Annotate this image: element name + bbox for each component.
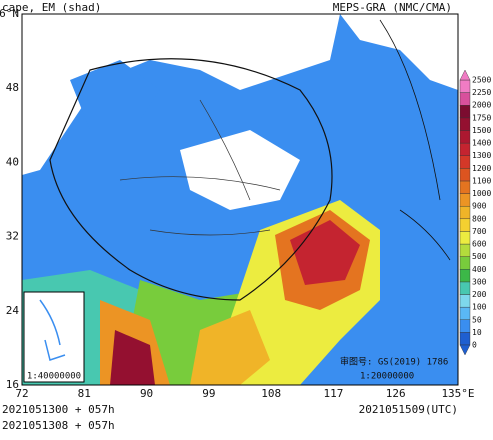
colorbar-box [459, 256, 471, 270]
lon-label: 99 [202, 387, 215, 400]
stamp-scale: 1:20000000 [360, 372, 414, 382]
colorbar-label: 300 [472, 277, 487, 286]
header-right: MEPS-GRA (NMC/CMA) [333, 1, 452, 14]
colorbar-label: 100 [472, 303, 487, 312]
colorbar-label: 2500 [472, 76, 491, 85]
colorbar-box [459, 281, 471, 295]
colorbar-box [459, 319, 471, 333]
colorbar-box [459, 155, 471, 169]
footer-line2: 2021051308 + 057h [2, 419, 115, 432]
valid-time: 2021051509(UTC) [359, 403, 458, 416]
lon-label: 108 [261, 387, 281, 400]
colorbar-box [459, 243, 471, 257]
lat-label: 16 [6, 378, 19, 391]
colorbar-label: 0 [472, 341, 477, 350]
colorbar-box [459, 117, 471, 131]
lon-label: 72 [15, 387, 28, 400]
colorbar-box [459, 294, 471, 308]
colorbar-label: 800 [472, 214, 487, 223]
colorbar-box [459, 231, 471, 245]
colorbar-bottom [459, 344, 471, 356]
review-code: 审图号: GS(2019) 1786 [340, 356, 448, 368]
colorbar-box [459, 130, 471, 144]
lon-label: 135°E [441, 387, 474, 400]
inset-scale: 1:40000000 [27, 372, 81, 382]
inset-map [23, 291, 85, 383]
header-left: cape, EM (shad) [2, 1, 101, 14]
colorbar-label: 1500 [472, 126, 491, 135]
colorbar-label: 700 [472, 227, 487, 236]
colorbar-label: 1000 [472, 189, 491, 198]
lon-label: 117 [323, 387, 343, 400]
lat-label: 48 [6, 81, 19, 94]
colorbar-box [459, 142, 471, 156]
colorbar-box [459, 332, 471, 346]
colorbar-label: 1750 [472, 113, 491, 122]
colorbar-box [459, 306, 471, 320]
colorbar-label: 400 [472, 265, 487, 274]
colorbar-box [459, 92, 471, 106]
colorbar-box [459, 205, 471, 220]
colorbar-label: 10 [472, 328, 482, 337]
map-field [22, 14, 458, 385]
colorbar-label: 500 [472, 252, 487, 261]
colorbar-box [459, 180, 471, 194]
colorbar-top [459, 69, 471, 81]
colorbar-box [459, 269, 471, 283]
colorbar-label: 1400 [472, 139, 491, 148]
colorbar-box [459, 218, 471, 232]
footer-line1: 2021051300 + 057h [2, 403, 115, 416]
lat-label: 40 [6, 155, 19, 168]
colorbar-box [459, 193, 471, 207]
lon-label: 126 [386, 387, 406, 400]
colorbar-label: 900 [472, 202, 487, 211]
colorbar-label: 600 [472, 240, 487, 249]
lon-label: 90 [140, 387, 153, 400]
lat-label: 6°N [0, 7, 19, 20]
colorbar-box [459, 105, 471, 119]
lon-label: 81 [78, 387, 91, 400]
lat-label: 32 [6, 230, 19, 243]
colorbar-label: 1100 [472, 176, 491, 185]
colorbar-label: 2000 [472, 101, 491, 110]
colorbar-label: 200 [472, 290, 487, 299]
colorbar-box [459, 79, 471, 93]
colorbar-label: 1200 [472, 164, 491, 173]
colorbar-label: 2250 [472, 88, 491, 97]
colorbar-label: 1300 [472, 151, 491, 160]
colorbar-label: 50 [472, 315, 482, 324]
lat-label: 24 [6, 304, 20, 317]
colorbar-box [459, 168, 471, 182]
map-frame [21, 13, 459, 386]
